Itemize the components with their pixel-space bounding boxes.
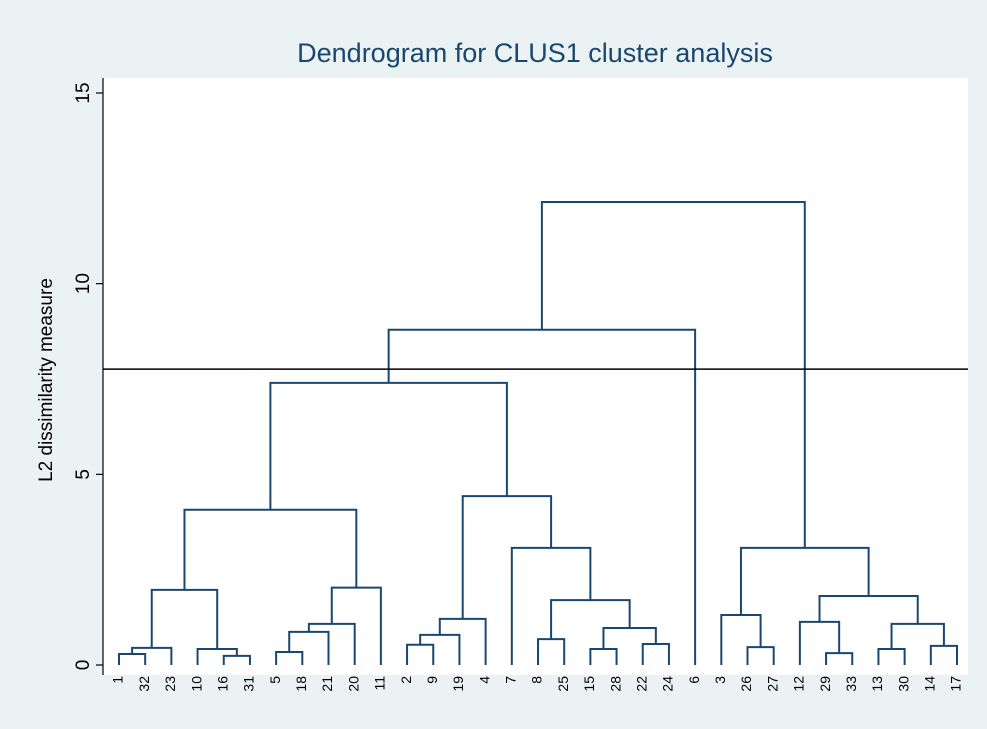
merge-link — [438, 617, 487, 665]
leaf-label: 23 — [162, 676, 178, 692]
leaf-label: 20 — [345, 676, 361, 692]
leaf-label: 1 — [110, 676, 126, 684]
leaf-label: 3 — [712, 676, 728, 684]
leaf-label: 18 — [293, 676, 309, 692]
leaf-label: 19 — [450, 676, 466, 692]
leaf-label: 28 — [607, 676, 623, 692]
leaf-label: 30 — [895, 676, 911, 692]
leaf-label: 6 — [686, 676, 702, 684]
y-tick-label: 5 — [73, 469, 94, 480]
leaf-label: 4 — [476, 676, 492, 684]
leaf-label: 16 — [214, 676, 230, 692]
y-axis-label: L2 dissimilarity measure — [36, 278, 57, 482]
merge-link — [818, 594, 919, 624]
leaf-label: 12 — [791, 676, 807, 692]
plot-region — [103, 78, 968, 675]
merge-link — [825, 652, 854, 665]
leaf-label: 21 — [319, 676, 335, 692]
leaf-label: 25 — [555, 676, 571, 692]
leaf-label: 29 — [817, 676, 833, 692]
leaf-label: 27 — [764, 676, 780, 692]
merge-link — [510, 546, 592, 665]
merge-link — [739, 546, 870, 616]
leaf-label: 5 — [267, 676, 283, 684]
leaf-label: 10 — [188, 676, 204, 692]
leaf-label: 31 — [241, 676, 257, 692]
leaf-label: 11 — [372, 676, 388, 691]
leaf-label: 9 — [424, 676, 440, 684]
leaf-label: 14 — [922, 676, 938, 692]
leaf-label: 32 — [136, 676, 152, 692]
leaf-label: 15 — [581, 676, 597, 692]
merge-link — [602, 627, 657, 649]
leaf-label: 24 — [660, 676, 676, 692]
y-tick-label: 10 — [73, 273, 94, 294]
leaf-label: 7 — [503, 676, 519, 684]
leaf-label: 17 — [948, 676, 964, 692]
y-tick-label: 15 — [73, 82, 94, 103]
merge-link — [275, 651, 304, 665]
leaf-label: 33 — [843, 676, 859, 692]
leaf-label: 2 — [398, 676, 414, 684]
merge-link — [419, 633, 461, 665]
y-tick-label: 0 — [73, 660, 94, 671]
leaf-label: 22 — [633, 676, 649, 692]
leaf-label: 8 — [529, 676, 545, 684]
merge-link — [641, 643, 670, 665]
merge-link — [540, 201, 806, 548]
leaf-label: 26 — [738, 676, 754, 692]
chart-title: Dendrogram for CLUS1 cluster analysis — [297, 38, 773, 68]
leaf-label: 13 — [869, 676, 885, 692]
